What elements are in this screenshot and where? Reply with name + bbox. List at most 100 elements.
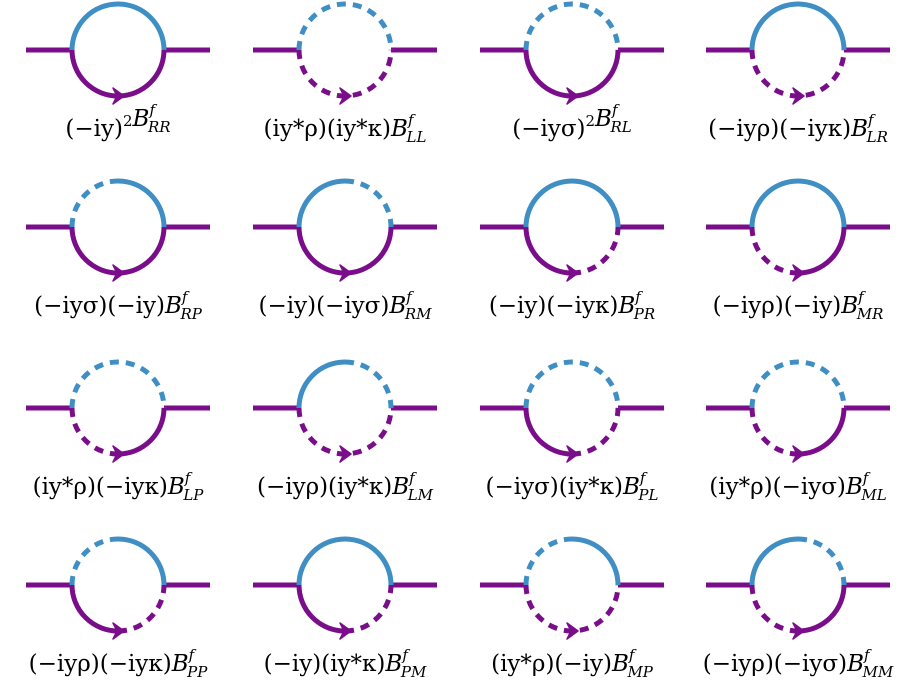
diagram-1-2-label-symbol: B xyxy=(390,116,408,142)
diagram-1-2-arrow-icon xyxy=(339,87,352,105)
diagram-2-2: (−iy)(−iyσ)Bf RM xyxy=(253,178,437,323)
diagram-1-4-arrow-icon xyxy=(792,87,805,105)
diagram-4-1-top-arc-1-dashed xyxy=(69,536,119,586)
diagram-2-1-label-subscript: RP xyxy=(179,305,202,323)
diagram-2-2-bottom-arc xyxy=(296,226,394,276)
diagram-3-3-label-superscript: f xyxy=(639,469,648,487)
diagram-1-1: (−iy)2Bf RR xyxy=(26,1,210,142)
diagram-4-1-label: (−iyρ)(−iyκ)Bf PP xyxy=(29,646,209,681)
diagram-3-1: (iy*ρ)(−iyκ)Bf LP xyxy=(26,359,210,504)
diagram-1-2-top-arc-dashed xyxy=(296,1,394,51)
diagram-3-2-arrow-icon xyxy=(339,445,352,463)
diagram-2-2-label-subscript: RM xyxy=(404,305,432,323)
diagram-2-3-label-symbol: B xyxy=(617,293,635,319)
diagram-3-2-top-arc-1 xyxy=(296,359,346,409)
diagram-1-3-label-subscript: RL xyxy=(610,118,632,136)
diagram-4-2-top-arc xyxy=(296,536,394,586)
diagram-4-4: (−iyρ)(−iyσ)Bf MM xyxy=(703,536,894,681)
diagram-4-2-label-coupling: (−iy)(iy*κ) xyxy=(264,651,386,677)
diagram-4-4-label: (−iyρ)(−iyσ)Bf MM xyxy=(703,646,894,681)
diagram-1-3-label-superscript: f xyxy=(611,101,620,119)
diagram-2-1-label: (−iyσ)(−iy)Bf RP xyxy=(34,288,203,323)
diagram-4-1-label-coupling: (−iyρ)(−iyκ) xyxy=(29,651,172,677)
diagram-3-1-label-subscript: LP xyxy=(182,486,204,504)
diagram-4-4-bottom-arc-2 xyxy=(797,584,847,634)
diagram-2-4-label-coupling: (−iyρ)(−iy) xyxy=(713,293,842,319)
diagram-1-2-label: (iy*ρ)(iy*κ)Bf LL xyxy=(264,111,427,146)
diagram-3-1-bottom-arc-1-dashed xyxy=(69,407,119,457)
diagram-4-2-label: (−iy)(iy*κ)Bf PM xyxy=(264,646,427,681)
diagram-3-3-arrow-icon xyxy=(566,445,579,463)
diagram-1-4-label-subscript: LR xyxy=(866,128,888,146)
diagram-1-4-bottom-arc-dashed xyxy=(749,49,847,99)
diagram-4-1-label-superscript: f xyxy=(188,646,197,664)
diagram-1-1-top-arc xyxy=(69,1,167,51)
diagram-4-2-bottom-arc-1 xyxy=(296,584,346,634)
diagram-1-1-bottom-arc xyxy=(69,49,167,99)
diagram-1-2-label-coupling: (iy*ρ)(iy*κ) xyxy=(264,116,392,142)
diagram-3-3: (−iyσ)(iy*κ)Bf PL xyxy=(480,359,664,504)
diagram-3-3-bottom-arc-2-dashed xyxy=(571,407,621,457)
diagram-4-3-bottom-arc-dashed xyxy=(523,584,621,634)
diagram-1-1-arrow-icon xyxy=(112,87,125,105)
diagram-2-3-top-arc xyxy=(523,178,621,228)
diagram-2-4-label: (−iyρ)(−iy)Bf MR xyxy=(713,288,884,323)
diagram-4-2-label-symbol: B xyxy=(384,651,402,677)
diagram-4-3-arrow-icon xyxy=(566,622,579,640)
diagram-2-1-label-coupling: (−iyσ)(−iy) xyxy=(34,293,165,319)
diagram-2-1-label-superscript: f xyxy=(181,288,190,306)
diagram-4-1-arrow-icon xyxy=(112,622,125,640)
diagram-2-4-bottom-arc-1-dashed xyxy=(749,226,799,276)
diagram-1-4-label-symbol: B xyxy=(850,116,868,142)
diagram-2-2-label-coupling: (−iy)(−iyσ) xyxy=(259,293,390,319)
diagram-4-3-label: (iy*ρ)(−iy)Bf MP xyxy=(491,646,654,681)
diagram-2-2-top-arc-2-dashed xyxy=(344,178,394,228)
diagram-2-3: (−iy)(−iyκ)Bf PR xyxy=(480,178,664,323)
diagram-1-3-top-arc-dashed xyxy=(523,1,621,51)
diagram-1-1-label-subscript: RR xyxy=(147,118,171,136)
diagram-2-3-label-superscript: f xyxy=(634,288,643,306)
diagram-1-1-label-symbol: B xyxy=(132,106,150,132)
diagram-2-3-label-coupling: (−iy)(−iyκ) xyxy=(489,293,619,319)
diagram-4-2-label-superscript: f xyxy=(401,646,410,664)
diagram-3-4-bottom-arc-2 xyxy=(797,407,847,457)
diagram-4-1-bottom-arc-1 xyxy=(69,584,119,634)
diagram-3-4-label-superscript: f xyxy=(862,469,871,487)
diagram-4-3-top-arc-1-dashed xyxy=(523,536,573,586)
diagram-1-2: (iy*ρ)(iy*κ)Bf LL xyxy=(253,1,437,146)
diagram-2-1-label-symbol: B xyxy=(164,293,182,319)
diagram-1-4-top-arc xyxy=(749,1,847,51)
diagram-1-3-label: (−iyσ)2Bf RL xyxy=(512,101,632,142)
diagram-1-2-bottom-arc-dashed xyxy=(296,49,394,99)
diagram-2-2-top-arc-1 xyxy=(296,178,346,228)
diagram-1-1-label-power: 2 xyxy=(123,112,133,130)
diagram-3-1-label-symbol: B xyxy=(167,474,185,500)
diagram-2-1-top-arc-1-dashed xyxy=(69,178,119,228)
diagram-4-3-label-coupling: (iy*ρ)(−iy) xyxy=(491,651,612,677)
diagram-2-4-label-symbol: B xyxy=(840,293,858,319)
diagram-4-1-bottom-arc-2-dashed xyxy=(117,584,167,634)
diagram-3-4-label-subscript: ML xyxy=(860,486,886,504)
diagram-3-1-arrow-icon xyxy=(112,445,125,463)
diagram-3-1-bottom-arc-2 xyxy=(117,407,167,457)
diagram-4-4-label-symbol: B xyxy=(846,651,864,677)
diagram-1-1-label-coupling: (−iy) xyxy=(65,116,123,142)
diagram-4-3-label-symbol: B xyxy=(611,651,629,677)
diagram-4-1: (−iyρ)(−iyκ)Bf PP xyxy=(26,536,210,681)
diagram-2-3-bottom-arc-2-dashed xyxy=(571,226,621,276)
diagram-2-3-bottom-arc-1 xyxy=(523,226,573,276)
diagram-4-3-top-arc-2 xyxy=(571,536,621,586)
diagram-3-2-label-subscript: LM xyxy=(407,486,434,504)
diagram-2-4-label-subscript: MR xyxy=(856,305,884,323)
diagram-4-1-label-symbol: B xyxy=(171,651,189,677)
diagram-3-1-label: (iy*ρ)(−iyκ)Bf LP xyxy=(33,469,205,504)
diagram-2-4-label-superscript: f xyxy=(857,288,866,306)
diagram-4-3-label-superscript: f xyxy=(628,646,637,664)
diagram-3-3-label-coupling: (−iyσ)(iy*κ) xyxy=(486,474,623,500)
diagram-4-4-label-superscript: f xyxy=(863,646,872,664)
diagram-3-4-label: (iy*ρ)(−iyσ)Bf ML xyxy=(709,469,886,504)
diagram-3-4-bottom-arc-1-dashed xyxy=(749,407,799,457)
diagram-3-4-label-symbol: B xyxy=(845,474,863,500)
diagram-4-4-bottom-arc-1-dashed xyxy=(749,584,799,634)
diagram-1-3: (−iyσ)2Bf RL xyxy=(480,1,664,142)
